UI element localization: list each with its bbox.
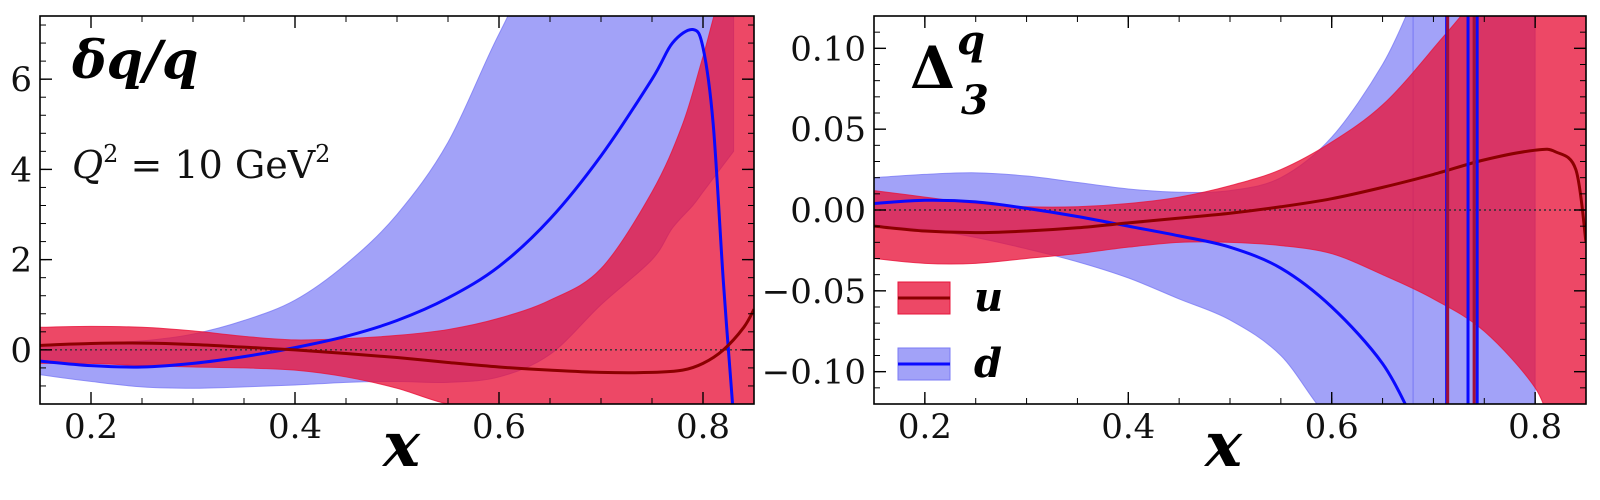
left-ticks: 0.2 0.4 0.6 0.8 0 2 4 6: [10, 16, 755, 447]
left-ytick-label: 6: [10, 60, 32, 100]
legend-label-d: d: [974, 340, 1002, 387]
left-ytick-label: 2: [10, 241, 32, 281]
right-ytick-label: −0.05: [762, 272, 866, 312]
left-panel: 0.2 0.4 0.6 0.8 0 2 4 6 δq/q Q2 = 10 GeV2 x: [10, 15, 755, 481]
right-line-d: [874, 198, 1407, 404]
right-xtick-label: 0.6: [1305, 407, 1359, 447]
left-ytick-label: 0: [10, 331, 32, 371]
right-plot-area: [874, 16, 1586, 404]
left-xtick-label: 0.8: [676, 407, 730, 447]
left-xlabel: x: [381, 408, 421, 481]
right-ytick-label: −0.10: [762, 353, 866, 393]
right-ticks: 0.2 0.4 0.6 0.8 −0.10 −0.05 0.00 0.05 0.10: [762, 15, 1587, 447]
legend: u d: [897, 274, 1003, 387]
left-xtick-label: 0.4: [268, 407, 322, 447]
right-xlabel: x: [1203, 408, 1243, 481]
left-ytick-label: 4: [10, 150, 32, 190]
left-line-d: [40, 28, 735, 404]
left-plot-area: [40, 16, 754, 404]
legend-entry-u: u: [897, 274, 1003, 321]
right-ytick-label: 0.00: [790, 191, 866, 231]
right-xtick-label: 0.2: [898, 407, 952, 447]
left-panel-title: δq/q: [71, 30, 198, 91]
right-xtick-label: 0.8: [1508, 407, 1562, 447]
right-panel-title: Δq 3: [910, 17, 989, 124]
legend-label-u: u: [974, 274, 1003, 321]
right-ytick-label: 0.05: [790, 110, 866, 150]
left-xtick-label: 0.6: [472, 407, 526, 447]
left-line-u: [40, 308, 754, 375]
right-xtick-label: 0.4: [1101, 407, 1155, 447]
right-ytick-label: 0.10: [790, 29, 866, 69]
legend-entry-d: d: [897, 340, 1002, 387]
left-xtick-label: 0.2: [64, 407, 118, 447]
right-line-u: [874, 147, 1586, 243]
right-panel: 0.2 0.4 0.6 0.8 −0.10 −0.05 0.00 0.05 0.10 Δq 3 x…: [762, 15, 1587, 481]
left-annotation: Q2 = 10 GeV2: [72, 140, 330, 187]
